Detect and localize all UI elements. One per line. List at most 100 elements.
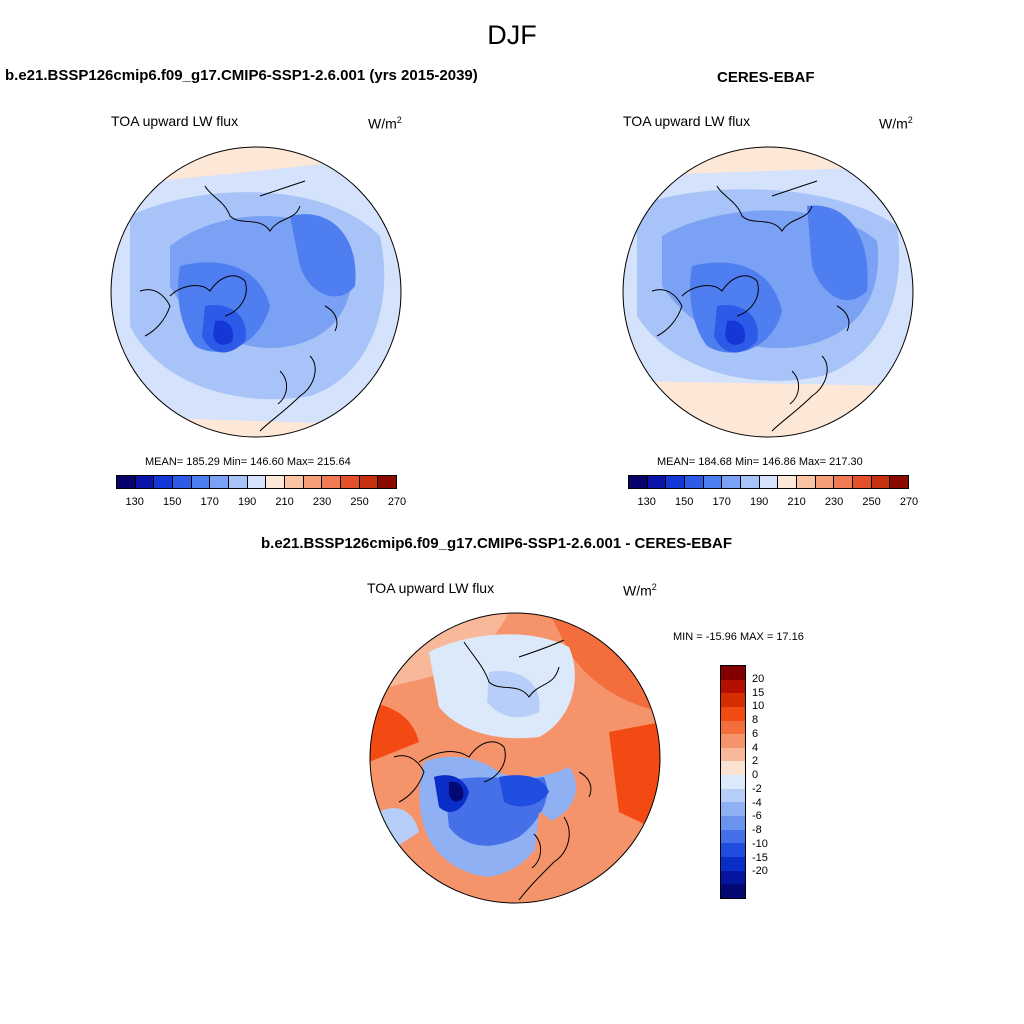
panel3-colorbar-box [721,788,745,803]
panel2-colorbar-box [815,476,835,488]
panel3-units: W/m2 [623,582,657,599]
panel1-colorbar-box [135,476,155,488]
panel3-tick-label: -15 [752,851,768,864]
panel3-tick-label: 4 [752,741,759,754]
panel2-units: W/m2 [879,115,913,132]
panel2-colorbar-box [853,476,872,488]
panel3-title: b.e21.BSSP126cmip6.f09_g17.CMIP6-SSP1-2.… [261,535,733,552]
panel3-tick-label: 2 [752,755,759,768]
panel3-colorbar-box [721,734,745,748]
panel2-colorbar-box [797,476,816,488]
panel1-tick-label: 270 [387,496,407,508]
panel1-units: W/m2 [368,115,402,132]
panel2-colorbar-ticks: 130 150 170 190 210 230 250 270 [628,496,919,510]
panel2-tick-label: 130 [637,496,656,508]
panel1-stats: MEAN= 185.29 Min= 146.60 Max= 215.64 [145,456,351,468]
panel1-colorbar-box [378,476,397,488]
panel1-tick-label: 130 [125,496,144,508]
panel3-polar-map [369,612,661,904]
panel1-title: b.e21.BSSP126cmip6.f09_g17.CMIP6-SSP1-2.… [5,67,478,84]
panel1-colorbar-box [117,476,136,488]
panel3-tick-label: -4 [752,796,762,809]
panel2-tick-label: 190 [749,496,769,508]
panel1-colorbar-box [322,476,342,488]
panel1-colorbar-box [173,476,192,488]
panel2-polar-map [622,146,914,438]
panel3-colorbar-box [721,706,745,721]
season-title: DJF [487,20,537,50]
panel1-tick-label: 170 [200,496,219,508]
panel1-colorbar-ticks: 130 150 170 190 210 230 250 270 [116,496,407,510]
panel2-colorbar-box [629,476,648,488]
panel2-tick-label: 230 [824,496,844,508]
panel3-colorbar-box [721,679,745,694]
panel3-colorbar-box [721,870,745,885]
panel2-colorbar-box [703,476,723,488]
panel2-colorbar-box [722,476,742,488]
panel3-colorbar-box [721,802,745,817]
panel2-tick-label: 270 [899,496,919,508]
panel3-colorbar-box [721,747,745,762]
panel1-tick-label: 210 [275,496,294,508]
panel3-tick-label: -20 [752,865,768,878]
panel1-colorbar-box [154,476,174,488]
panel3-colorbar-ticks: 20 15 10 8 6 4 2 0 -2 -4 -6 -8 -10 -15 -20 [752,665,792,899]
panel2-title: CERES-EBAF [717,69,815,86]
panel1-colorbar-box [191,476,211,488]
panel3-tick-label: -8 [752,824,762,837]
panel3-colorbar-box [721,693,745,707]
panel3-tick-label: 20 [752,672,765,685]
panel1-colorbar-box [266,476,286,488]
panel2-colorbar-box [871,476,891,488]
panel1-tick-label: 230 [312,496,332,508]
panel2-colorbar [628,475,909,489]
panel3-colorbar [720,665,746,899]
panel2-colorbar-box [759,476,779,488]
panel2-tick-label: 210 [787,496,806,508]
panel1-colorbar-box [247,476,267,488]
panel3-colorbar-box [721,856,745,871]
panel3-tick-label: 10 [752,700,765,713]
panel1-colorbar-box [359,476,379,488]
panel1-colorbar [116,475,397,489]
panel2-colorbar-box [890,476,909,488]
panel3-stats: MIN = -15.96 MAX = 17.16 [673,631,804,643]
panel1-colorbar-box [229,476,248,488]
panel2-colorbar-box [647,476,667,488]
panel3-colorbar-box [721,816,745,830]
panel2-colorbar-box [778,476,798,488]
panel1-polar-map [110,146,402,438]
panel3-tick-label: -6 [752,810,762,823]
panel2-variable-label: TOA upward LW flux [623,113,751,129]
panel3-variable-label: TOA upward LW flux [367,580,495,596]
panel3-tick-label: 8 [752,714,759,727]
panel3-colorbar-box [721,720,745,735]
panel3-colorbar-box [721,761,745,776]
panel1-variable-label: TOA upward LW flux [111,113,239,129]
panel1-colorbar-box [285,476,304,488]
panel3-tick-label: 6 [752,727,759,740]
panel3-colorbar-box [721,829,745,844]
panel3-tick-label: 15 [752,686,765,699]
panel2-colorbar-box [834,476,854,488]
panel2-tick-label: 170 [712,496,731,508]
panel2-tick-label: 150 [675,496,694,508]
panel2-tick-label: 250 [862,496,881,508]
panel3-colorbar-box [721,884,745,898]
panel2-colorbar-box [666,476,686,488]
panel2-colorbar-box [685,476,704,488]
panel3-colorbar-box [721,775,745,789]
panel1-tick-label: 150 [163,496,182,508]
panel3-tick-label: -2 [752,782,762,795]
panel3-tick-label: 0 [752,769,759,782]
panel1-tick-label: 190 [237,496,257,508]
panel1-colorbar-box [210,476,230,488]
panel2-colorbar-box [741,476,760,488]
panel3-tick-label: -10 [752,837,768,850]
panel1-tick-label: 250 [350,496,369,508]
panel3-colorbar-box [721,666,745,680]
panel2-stats: MEAN= 184.68 Min= 146.86 Max= 217.30 [657,456,863,468]
panel3-colorbar-box [721,843,745,857]
panel1-colorbar-box [341,476,360,488]
panel1-colorbar-box [303,476,323,488]
